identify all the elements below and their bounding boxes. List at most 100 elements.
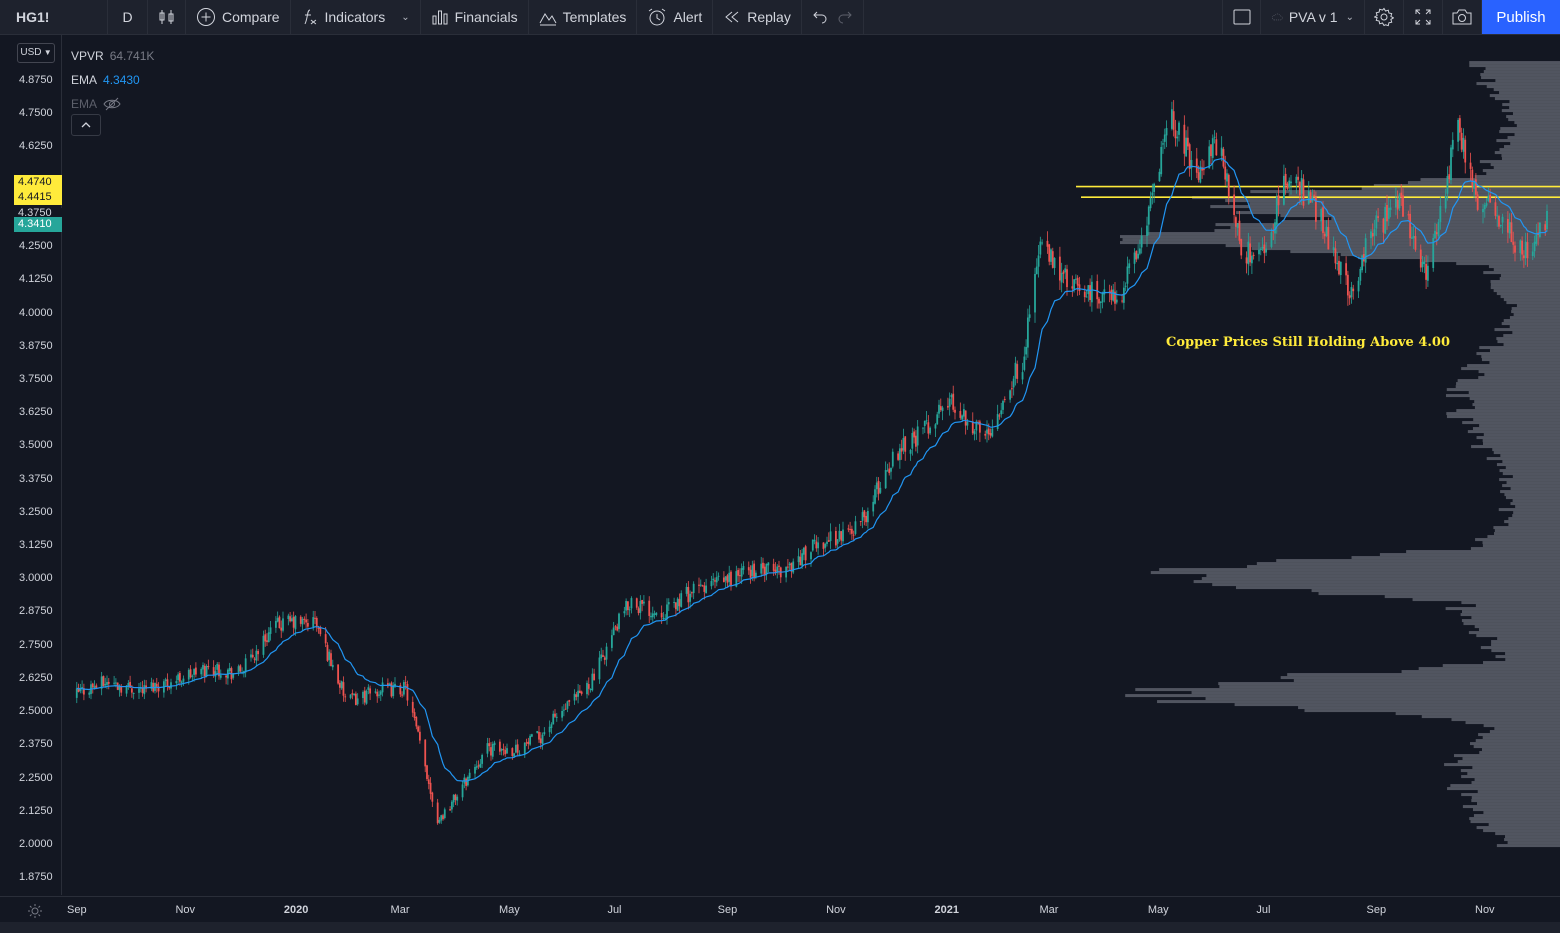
publish-button[interactable]: Publish [1482, 0, 1560, 34]
candle-body [884, 470, 887, 489]
replay-button[interactable]: Replay [713, 0, 802, 34]
candle-body [705, 585, 708, 594]
candle-down [278, 615, 281, 629]
symbol-search-button[interactable]: HG1! [0, 0, 108, 34]
volume-profile-bar [1481, 355, 1560, 359]
interval-button[interactable]: D [108, 0, 148, 34]
legend-vpvr[interactable]: VPVR 64.741K [71, 44, 154, 68]
candle-body [1494, 202, 1497, 216]
candle-body [1371, 233, 1374, 237]
time-tick-label: Sep [67, 904, 87, 916]
chart-pane[interactable] [62, 35, 1560, 895]
compare-button[interactable]: Compare [186, 0, 291, 34]
legend-ema-hidden[interactable]: EMA [71, 92, 154, 116]
volume-profile-bar [1446, 415, 1560, 419]
candle-body [527, 741, 530, 745]
candle-body [1210, 144, 1212, 157]
candle-up [566, 700, 569, 713]
candle-body [1284, 173, 1287, 186]
chart-type-button[interactable] [148, 0, 186, 34]
candle-body [1339, 261, 1342, 276]
candle-up [550, 722, 553, 734]
candle-up [1220, 136, 1223, 162]
candle-body [989, 433, 992, 436]
candle-down [1233, 185, 1236, 224]
candle-body [1389, 207, 1392, 210]
candle-down [431, 791, 434, 808]
candle-up [1483, 202, 1486, 218]
candle-body [1247, 241, 1250, 265]
candle-up [1149, 191, 1152, 212]
candle-up [379, 689, 382, 702]
candle-body [1423, 261, 1426, 265]
eye-crossed-icon[interactable] [103, 97, 121, 111]
candle-up [740, 563, 743, 585]
snapshot-button[interactable] [1443, 0, 1482, 34]
alert-button[interactable]: Alert [637, 0, 714, 34]
price-tick-label: 4.7500 [19, 107, 53, 120]
candle-up [1185, 130, 1188, 158]
undo-icon[interactable] [812, 9, 828, 25]
candle-down [1327, 217, 1330, 250]
candle-body [280, 627, 283, 631]
candle-body [218, 664, 220, 677]
volume-profile-bar [1482, 169, 1560, 173]
candle-body [724, 576, 727, 581]
candle-body [1025, 346, 1028, 355]
candle-body [491, 743, 494, 757]
volume-profile-bar [1457, 379, 1560, 383]
candle-body [1160, 146, 1163, 175]
candle-body [913, 431, 916, 438]
candle-up [692, 581, 695, 600]
indicators-button[interactable]: Indicators ⌄ [291, 0, 421, 34]
candle-up [1199, 160, 1202, 184]
candle-body [1485, 203, 1488, 206]
redo-icon[interactable] [837, 9, 853, 25]
financials-button[interactable]: Financials [421, 0, 529, 34]
candle-body [678, 599, 681, 607]
time-axis[interactable]: Sep Nov 2020 Mar May Jul Sep Nov 2021 Mar May Jul Se… [0, 896, 1560, 923]
candle-up [760, 556, 763, 577]
settings-button[interactable] [1365, 0, 1404, 34]
candle-body [1263, 244, 1266, 254]
candle-down [1409, 204, 1412, 247]
candle-down [1419, 244, 1422, 272]
fullscreen-button[interactable] [1404, 0, 1443, 34]
candle-body [975, 421, 978, 431]
indicators-label: Indicators [324, 9, 386, 25]
candle-up [662, 611, 665, 621]
chart-annotation-text[interactable]: Copper Prices Still Holding Above 4.00 [1166, 335, 1451, 350]
volume-profile-bar [1235, 586, 1560, 590]
candle-down [1110, 285, 1113, 305]
candle-down [504, 746, 507, 757]
candle-up [1014, 356, 1017, 386]
price-tick-label: 2.8750 [19, 605, 53, 618]
candle-body [1098, 298, 1100, 304]
candle-body [1274, 222, 1276, 234]
candle-down [152, 679, 155, 693]
volume-profile-bar [1476, 826, 1560, 830]
candle-up [1288, 177, 1291, 192]
candle-body [1473, 181, 1476, 189]
price-tick-label: 2.3750 [19, 738, 53, 751]
currency-select[interactable]: USD ▼ [17, 43, 55, 63]
candle-body [474, 766, 476, 774]
candle-body [239, 665, 242, 672]
ema-line [76, 157, 1548, 782]
legend-collapse-button[interactable] [71, 114, 101, 136]
layout-name-button[interactable]: PVA v 1 ⌄ [1261, 0, 1365, 34]
candle-up [1421, 255, 1424, 273]
candle-body [822, 542, 825, 549]
price-axis[interactable] [0, 35, 62, 895]
layout-select-button[interactable] [1222, 0, 1261, 34]
candle-down [157, 682, 160, 698]
templates-button[interactable]: Templates [529, 0, 638, 34]
candle-body [1373, 229, 1376, 236]
volume-profile-bar [1159, 568, 1560, 572]
time-axis-settings-icon[interactable] [27, 903, 43, 919]
candle-up [438, 817, 441, 824]
legend-ema[interactable]: EMA 4.3430 [71, 68, 154, 92]
volume-profile-bar [1503, 298, 1560, 302]
candle-down [1348, 291, 1351, 305]
candle-body [950, 394, 953, 398]
